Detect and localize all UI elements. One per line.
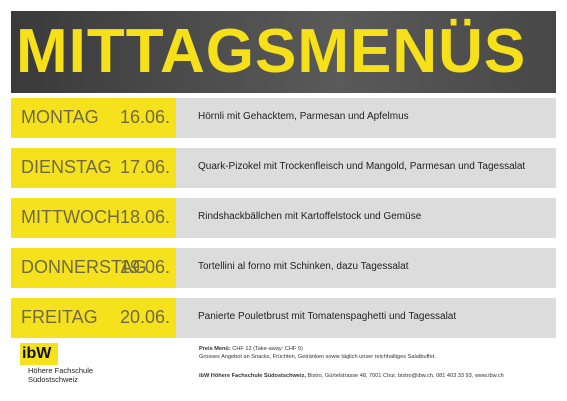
date: 16.06. [119, 107, 170, 127]
title: MITTAGSMENÜS [16, 17, 527, 86]
logo-text: Höhere Fachschule Südostschweiz [28, 366, 94, 384]
dish: Tortellini al forno mit Schinken, dazu T… [198, 261, 409, 272]
menu-row: MITTWOCH 18.06. Rindshackbällchen mit Kart… [11, 198, 556, 238]
day-block: DIENSTAG 17.06. [11, 148, 176, 188]
price: CHF 12 (Take-away: CHF 9) [232, 346, 303, 352]
logo-mark: ibW [20, 343, 58, 365]
date: 20.06. [119, 307, 170, 327]
day-block: FREITAG 20.06. [11, 298, 176, 338]
date: 19.06. [119, 257, 170, 277]
address-name: ibW Höhere Fachschule Südostschweiz, [199, 373, 306, 379]
menu-row: FREITAG 20.06. Panierte Pouletbrust mit To… [11, 298, 556, 338]
dish-block: Rindshackbällchen mit Kartoffelstock und… [176, 198, 556, 238]
price-line: Preis Menü: CHF 12 (Take-away: CHF 9) [199, 346, 303, 352]
menu-row: DIENSTAG 17.06. Quark-Pizokel mit Trockenf… [11, 148, 556, 188]
menu-row: DONNERSTAG 19.06. Tortellini al forno mit … [11, 248, 556, 288]
menu-row: MONTAG 16.06. Hörnli mit Gehacktem, Parmes… [11, 98, 556, 138]
dish-block: Tortellini al forno mit Schinken, dazu T… [176, 248, 556, 288]
date: 18.06. [119, 207, 170, 227]
logo: ibW Höhere Fachschule Südostschweiz [20, 343, 138, 384]
address: Bistro, Gürtelstrasse 48, 7001 Chur, bis… [305, 373, 504, 379]
dish-block: Panierte Pouletbrust mit Tomatenspaghett… [176, 298, 556, 338]
day: FREITAG [21, 307, 98, 327]
banner [11, 11, 556, 93]
day: MITTWOCH [21, 207, 120, 227]
dish-block: Hörnli mit Gehacktem, Parmesan und Apfel… [176, 98, 556, 138]
dish: Quark-Pizokel mit Trockenfleisch und Man… [198, 161, 526, 172]
day-block: MITTWOCH 18.06. [11, 198, 176, 238]
price-label: Preis Menü: [199, 346, 231, 352]
address-line: ibW Höhere Fachschule Südostschweiz, Bis… [199, 373, 504, 379]
day: DIENSTAG [21, 157, 112, 177]
dish: Panierte Pouletbrust mit Tomatenspaghett… [198, 311, 457, 322]
day-block: MONTAG 16.06. [11, 98, 176, 138]
dish: Hörnli mit Gehacktem, Parmesan und Apfel… [198, 111, 409, 122]
day: DONNERSTAG [21, 257, 147, 277]
dish-block: Quark-Pizokel mit Trockenfleisch und Man… [176, 148, 556, 188]
date: 17.06. [119, 157, 170, 177]
offer-line: Grosses Angebot an Snacks, Früchten, Get… [199, 354, 436, 360]
dish: Rindshackbällchen mit Kartoffelstock und… [198, 211, 422, 222]
day: MONTAG [21, 107, 99, 127]
day-block: DONNERSTAG 19.06. [11, 248, 176, 288]
